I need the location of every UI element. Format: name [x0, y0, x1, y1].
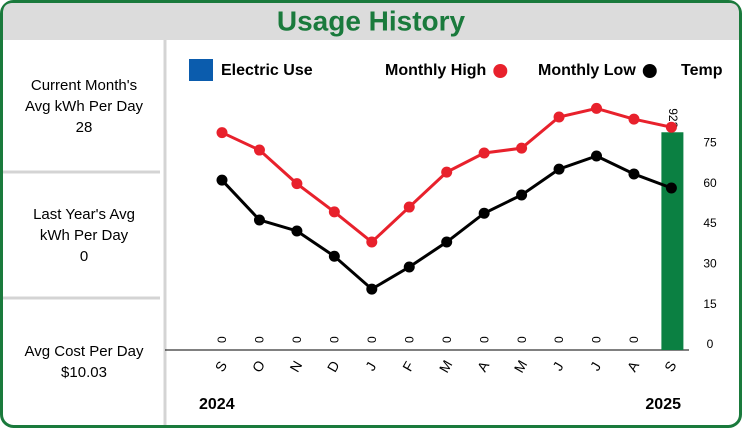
panel-label: Current Month's Avg kWh Per Day	[25, 77, 144, 115]
bar-value-label: 0	[253, 336, 267, 343]
point	[403, 201, 415, 213]
point	[553, 163, 565, 175]
legend-dot	[493, 64, 508, 78]
y2-tick-label: 15	[703, 297, 717, 311]
panel-value: 0	[80, 248, 88, 265]
point	[628, 168, 640, 180]
legend-label: Monthly Low	[538, 62, 636, 79]
y2-tick-label: 30	[703, 257, 717, 271]
point	[628, 113, 640, 125]
panel-label: Avg Cost Per Day	[25, 343, 144, 360]
title: Usage History	[277, 5, 466, 36]
point	[328, 250, 340, 262]
point	[478, 147, 490, 159]
bar-value-label: 0	[627, 336, 641, 343]
point	[516, 189, 528, 201]
bar-value-label: 0	[440, 336, 454, 343]
point	[403, 261, 415, 273]
point	[665, 182, 677, 194]
point	[291, 225, 303, 237]
point	[591, 102, 602, 114]
year-label: 2025	[645, 396, 681, 413]
bar-value-label: 0	[402, 336, 416, 343]
point	[553, 111, 565, 123]
bar-value-label: 0	[328, 336, 342, 343]
legend-label: Monthly High	[385, 62, 486, 79]
point	[253, 214, 265, 226]
panel-value: 28	[76, 119, 93, 136]
point	[478, 207, 490, 219]
chart: 0 15 30 45 60 75 Electric Use Monthly High Month…	[165, 59, 723, 413]
point	[366, 236, 378, 248]
y2-tick-label: 60	[703, 176, 717, 190]
bar-value-label: 0	[215, 336, 229, 343]
point	[216, 174, 228, 186]
legend-dot	[642, 64, 657, 78]
point	[441, 236, 453, 248]
point	[253, 144, 265, 156]
y2-tick-label: 0	[707, 337, 714, 351]
point	[328, 206, 340, 218]
bar-value-label: 0	[590, 336, 604, 343]
point	[591, 150, 602, 162]
bar-value-label: 0	[290, 336, 304, 343]
y2-axis-label: Temp	[681, 62, 723, 79]
bar	[661, 132, 684, 350]
point	[665, 121, 677, 133]
point	[366, 283, 378, 295]
point	[441, 166, 453, 178]
bar-value-label: 0	[365, 336, 379, 343]
point	[516, 142, 528, 154]
bar-value-label: 0	[477, 336, 491, 343]
y2-tick-label: 45	[703, 216, 717, 230]
panel-value: $10.03	[61, 364, 107, 381]
panels: Current Month's Avg kWh Per Day 28 Last Yea…	[25, 77, 144, 381]
panel-label: Last Year's Avg kWh Per Day	[33, 206, 135, 244]
point	[291, 178, 303, 190]
y2-tick-label: 75	[703, 136, 717, 150]
legend-label: Electric Use	[221, 62, 313, 79]
legend-swatch	[189, 59, 213, 81]
year-label: 2024	[199, 396, 235, 413]
bar-value-label: 0	[515, 336, 529, 343]
bar-value-label: 0	[552, 336, 566, 343]
point	[216, 127, 228, 139]
title-bar	[3, 3, 739, 40]
